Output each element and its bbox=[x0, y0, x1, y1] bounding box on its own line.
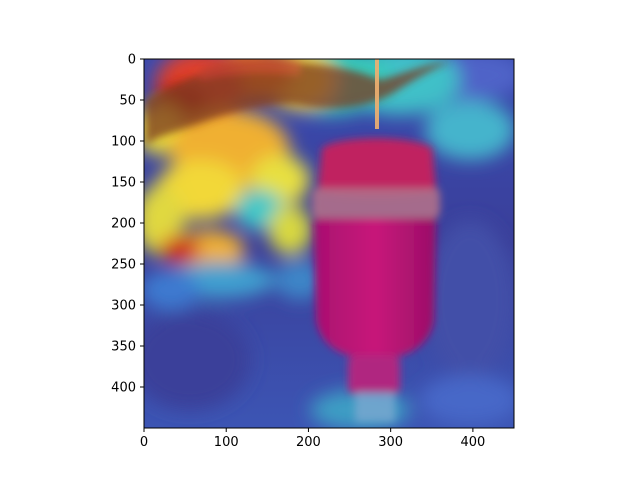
y-tick-label: 150 bbox=[111, 176, 136, 191]
x-axis: 0 100 200 300 400 bbox=[140, 428, 485, 450]
y-tick-label: 250 bbox=[111, 258, 136, 273]
x-tick-label: 0 bbox=[140, 435, 148, 450]
y-tick-label: 100 bbox=[111, 135, 136, 150]
y-axis: 0 50 100 150 200 250 300 350 400 bbox=[111, 53, 144, 396]
feeder-bottle bbox=[312, 138, 440, 422]
y-tick-label: 200 bbox=[111, 217, 136, 232]
y-tick-label: 50 bbox=[119, 94, 136, 109]
x-tick-label: 300 bbox=[378, 435, 403, 450]
y-tick-label: 0 bbox=[128, 53, 136, 68]
y-tick-label: 350 bbox=[111, 340, 136, 355]
plot-frame bbox=[143, 58, 515, 429]
feeder-string bbox=[375, 59, 379, 129]
x-tick-label: 400 bbox=[460, 435, 485, 450]
bird-shape bbox=[146, 59, 450, 145]
x-tick-label: 100 bbox=[214, 435, 239, 450]
y-tick-label: 400 bbox=[111, 381, 136, 396]
heatmap-image bbox=[144, 59, 514, 428]
y-tick-label: 300 bbox=[111, 299, 136, 314]
x-tick-label: 200 bbox=[296, 435, 321, 450]
